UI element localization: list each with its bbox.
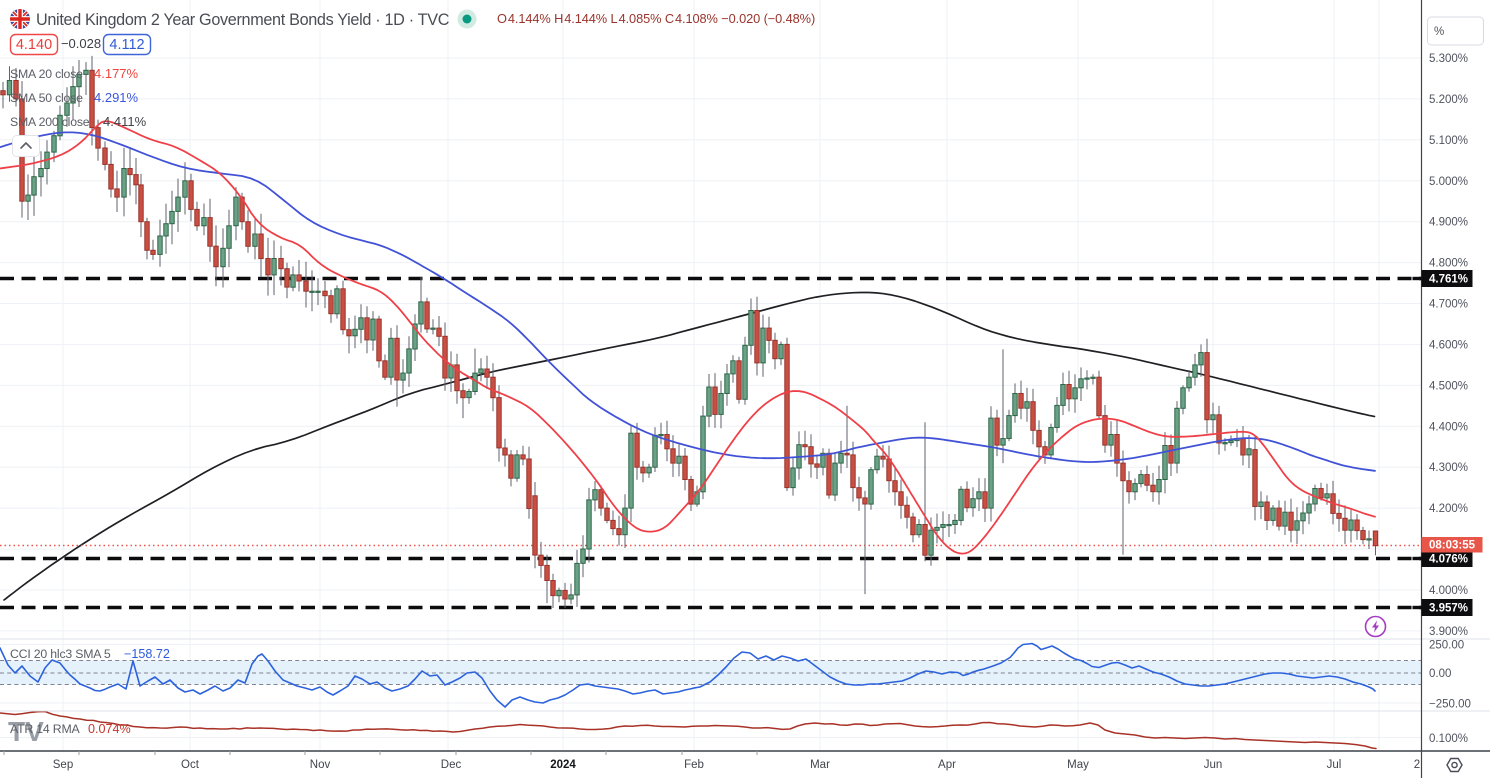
svg-text:4.411%: 4.411%	[103, 114, 147, 129]
svg-text:Dec: Dec	[441, 759, 462, 771]
svg-text:Jul: Jul	[1327, 759, 1342, 771]
svg-text:4.000%: 4.000%	[1429, 585, 1468, 597]
svg-text:%: %	[1434, 26, 1444, 38]
svg-text:4.761%: 4.761%	[1429, 274, 1468, 286]
svg-text:United Kingdom 2 Year Governme: United Kingdom 2 Year Government Bonds Y…	[36, 11, 450, 29]
svg-text:5.100%: 5.100%	[1429, 135, 1468, 147]
svg-text:Apr: Apr	[938, 759, 956, 771]
svg-text:4.300%: 4.300%	[1429, 462, 1468, 474]
svg-text:4.200%: 4.200%	[1429, 503, 1468, 515]
svg-text:4.291%: 4.291%	[94, 90, 139, 105]
svg-text:0.100%: 0.100%	[1429, 733, 1468, 745]
svg-text:Mar: Mar	[810, 759, 830, 771]
svg-text:250.00: 250.00	[1429, 640, 1464, 652]
svg-text:5.000%: 5.000%	[1429, 176, 1468, 188]
svg-text:−0.028: −0.028	[61, 36, 101, 51]
svg-text:Oct: Oct	[181, 759, 200, 771]
svg-text:2024: 2024	[550, 759, 576, 771]
svg-text:Sep: Sep	[53, 759, 73, 771]
svg-text:0.074%: 0.074%	[88, 722, 131, 736]
svg-text:08:03:55: 08:03:55	[1429, 540, 1476, 552]
svg-text:SMA 50 close: SMA 50 close	[10, 91, 83, 105]
svg-text:3.957%: 3.957%	[1429, 603, 1468, 615]
svg-text:−250.00: −250.00	[1429, 699, 1471, 711]
svg-text:4.140: 4.140	[16, 37, 52, 53]
svg-text:2: 2	[1414, 759, 1420, 771]
svg-text:CCI 20 hlc3 SMA 5: CCI 20 hlc3 SMA 5	[10, 647, 111, 661]
svg-text:0.00: 0.00	[1429, 668, 1451, 680]
svg-text:4.076%: 4.076%	[1429, 554, 1468, 566]
svg-text:4.700%: 4.700%	[1429, 299, 1468, 311]
svg-text:ATR 14 RMA: ATR 14 RMA	[10, 722, 81, 736]
svg-text:Nov: Nov	[310, 759, 331, 771]
svg-text:Jun: Jun	[1204, 759, 1223, 771]
svg-text:5.200%: 5.200%	[1429, 94, 1468, 106]
svg-text:4.500%: 4.500%	[1429, 380, 1468, 392]
svg-text:SMA 200 close: SMA 200 close	[10, 115, 90, 129]
svg-text:4.177%: 4.177%	[94, 66, 139, 81]
svg-text:4.600%: 4.600%	[1429, 339, 1468, 351]
svg-text:−158.72: −158.72	[124, 647, 170, 661]
svg-text:4.800%: 4.800%	[1429, 258, 1468, 270]
svg-text:O4.144% H4.144% L4.085% C4.: O4.144% H4.144% L4.085% C4.108% −0.020 (…	[497, 11, 815, 26]
svg-text:3.900%: 3.900%	[1429, 626, 1468, 638]
svg-text:4.112: 4.112	[109, 37, 144, 53]
svg-text:May: May	[1067, 759, 1089, 771]
svg-text:4.900%: 4.900%	[1429, 217, 1468, 229]
svg-text:5.300%: 5.300%	[1429, 53, 1468, 65]
svg-text:Feb: Feb	[684, 759, 704, 771]
svg-text:SMA 20 close: SMA 20 close	[10, 67, 83, 81]
svg-text:4.400%: 4.400%	[1429, 421, 1468, 433]
svg-text:TV: TV	[8, 716, 44, 747]
